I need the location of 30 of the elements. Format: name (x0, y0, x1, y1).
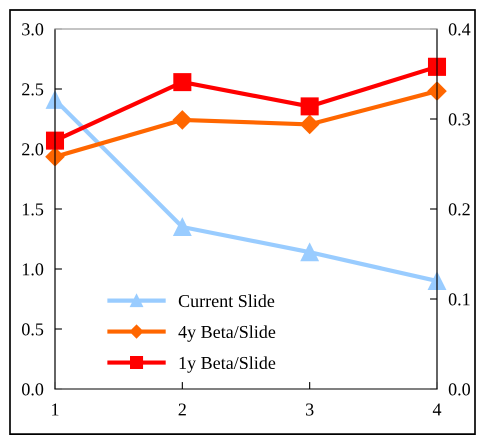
y-tick-label: 0.0 (22, 383, 44, 396)
y2-tick-label: 0.1 (448, 293, 470, 306)
y-tick-label: 1.0 (22, 263, 44, 276)
legend-label: 1y Beta/Slide (180, 356, 276, 373)
point (300, 243, 319, 262)
point (173, 218, 192, 236)
x-tick-label: 4 (432, 404, 442, 416)
x-tick-label: 2 (178, 403, 186, 416)
y-tick-label: 3.0 (22, 23, 44, 36)
x-tick-label: 1 (52, 404, 58, 416)
point (300, 97, 319, 116)
y-tick-label: 0.5 (22, 323, 44, 336)
point (173, 73, 192, 92)
point (428, 272, 446, 290)
point (172, 110, 192, 130)
y2-tick-label: 0.0 (448, 383, 470, 396)
legend-label: 4y Beta/Slide (178, 325, 276, 342)
y-tick-label: 1.5 (22, 203, 44, 216)
legend-label: Current Slide (178, 294, 274, 308)
point (46, 90, 64, 109)
y2-tick-label: 0.3 (448, 113, 470, 126)
y-tick-label: 2.5 (22, 83, 44, 96)
y2-tick-label: 0.2 (448, 203, 470, 216)
point (46, 132, 64, 150)
point (300, 114, 320, 134)
x-tick-label: 3 (306, 403, 314, 416)
y2-tick-label: 0.4 (448, 23, 470, 36)
y-tick-label: 2.0 (22, 143, 44, 156)
point (427, 82, 447, 101)
point (428, 58, 446, 76)
